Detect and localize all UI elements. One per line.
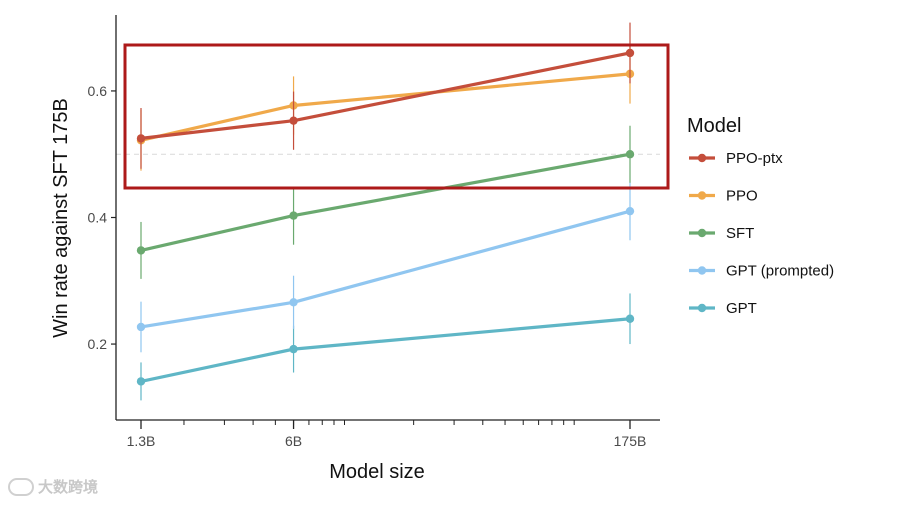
data-point bbox=[625, 48, 635, 58]
data-point bbox=[289, 211, 298, 220]
x-tick-label: 175B bbox=[614, 433, 647, 449]
legend-label: SFT bbox=[726, 225, 754, 242]
watermark-text: 大数跨境 bbox=[38, 478, 99, 496]
series-line bbox=[139, 152, 632, 253]
series-ppo-ptx bbox=[136, 22, 635, 169]
data-point bbox=[625, 314, 635, 323]
legend-swatch-point bbox=[697, 153, 707, 163]
legend-label: PPO-ptx bbox=[726, 150, 783, 167]
legend-label: GPT (prompted) bbox=[726, 263, 834, 280]
legend-swatch-point bbox=[697, 303, 707, 313]
legend-label: PPO bbox=[726, 188, 758, 205]
watermark: 大数跨境 bbox=[8, 476, 98, 497]
series-sft bbox=[136, 125, 635, 279]
data-point bbox=[625, 206, 635, 216]
legend-label: GPT bbox=[726, 300, 757, 317]
legend-swatch-point bbox=[697, 266, 707, 275]
legend: Model PPO-ptx PPO SFT GPT (prompted) GPT bbox=[687, 115, 834, 317]
y-tick-label: 0.4 bbox=[88, 210, 108, 226]
series-ppo bbox=[136, 44, 635, 171]
legend-item: SFT bbox=[689, 225, 754, 242]
y-axis-title: Win rate against SFT 175B bbox=[50, 98, 72, 338]
series-gpt-prompted bbox=[136, 182, 635, 353]
data-point bbox=[289, 344, 298, 354]
data-point bbox=[289, 298, 298, 307]
series-gpt bbox=[136, 293, 635, 401]
series-line bbox=[139, 317, 632, 383]
data-point bbox=[136, 134, 146, 143]
watermark-logo-icon bbox=[8, 477, 34, 496]
legend-item: PPO bbox=[689, 188, 758, 205]
legend-item: PPO-ptx bbox=[689, 150, 783, 167]
legend-item: GPT (prompted) bbox=[689, 263, 834, 280]
data-point bbox=[625, 150, 635, 159]
x-tick-label: 6B bbox=[285, 433, 302, 449]
data-point bbox=[136, 377, 146, 386]
series-line bbox=[139, 209, 632, 329]
legend-item: GPT bbox=[689, 300, 757, 317]
series-layer bbox=[136, 22, 635, 401]
axes: 0.2 0.4 0.6 1.3B 6B 175B bbox=[88, 15, 660, 449]
legend-swatch-point bbox=[697, 191, 707, 200]
x-axis-title: Model size bbox=[329, 461, 425, 483]
legend-swatch-point bbox=[697, 228, 707, 238]
data-point bbox=[136, 322, 146, 332]
y-tick-label: 0.2 bbox=[88, 336, 108, 352]
highlight-box bbox=[123, 43, 670, 190]
y-tick-label: 0.6 bbox=[88, 83, 108, 99]
x-tick-label: 1.3B bbox=[127, 433, 156, 449]
data-point bbox=[289, 116, 298, 125]
legend-title: Model bbox=[687, 115, 741, 137]
data-point bbox=[136, 246, 146, 255]
